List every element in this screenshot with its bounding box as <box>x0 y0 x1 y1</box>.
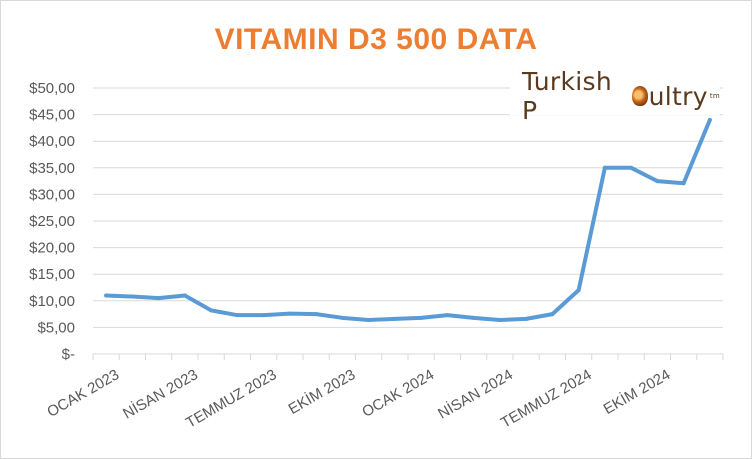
data-point <box>314 312 319 317</box>
data-point <box>655 179 660 184</box>
chart-title: VITAMIN D3 500 DATA <box>214 23 538 56</box>
logo-trademark: tm <box>709 92 720 100</box>
series-line <box>104 117 712 322</box>
y-tick-label: $45,00 <box>29 107 75 124</box>
y-axis-ticks: $- $5,00 $10,00 $15,00 $20,00 $25,00 $30,00 $35… <box>29 80 75 363</box>
data-point <box>130 294 135 299</box>
data-point <box>261 313 266 318</box>
data-point <box>235 313 240 318</box>
x-tick-label: OCAK 2024 <box>359 366 437 421</box>
data-point <box>156 296 161 301</box>
logo-text-part2: ultry <box>648 81 708 111</box>
logo-text-part1: Turkish P <box>522 67 612 125</box>
data-point <box>471 315 476 320</box>
series-layer <box>104 117 712 322</box>
data-point <box>366 317 371 322</box>
data-point <box>602 165 607 170</box>
data-point <box>497 317 502 322</box>
y-tick-label: $30,00 <box>29 186 75 203</box>
y-tick-label: $15,00 <box>29 266 75 283</box>
data-point <box>576 288 581 293</box>
data-point <box>681 181 686 186</box>
turkish-poultry-logo: Turkish P ultry tm <box>510 67 720 125</box>
data-point <box>104 293 109 298</box>
data-point <box>209 308 214 313</box>
x-tick-label: OCAK 2023 <box>44 366 122 421</box>
data-point <box>392 316 397 321</box>
y-tick-label: $25,00 <box>29 213 75 230</box>
data-point <box>287 311 292 316</box>
data-point <box>445 313 450 318</box>
y-tick-label: $50,00 <box>29 80 75 97</box>
egg-icon <box>632 86 648 106</box>
x-tick-label: EKİM 2024 <box>600 365 673 418</box>
data-point <box>629 165 634 170</box>
y-tick-label: $40,00 <box>29 133 75 150</box>
y-tick-label: $35,00 <box>29 160 75 177</box>
data-point <box>550 312 555 317</box>
data-point <box>340 315 345 320</box>
data-point <box>524 316 529 321</box>
y-tick-label: $20,00 <box>29 240 75 257</box>
data-point <box>182 293 187 298</box>
y-tick-label: $10,00 <box>29 293 75 310</box>
y-tick-label: $- <box>62 346 75 363</box>
y-tick-label: $5,00 <box>37 319 75 336</box>
data-point <box>707 117 712 122</box>
x-tick-label: EKİM 2023 <box>285 365 358 418</box>
data-point <box>419 315 424 320</box>
